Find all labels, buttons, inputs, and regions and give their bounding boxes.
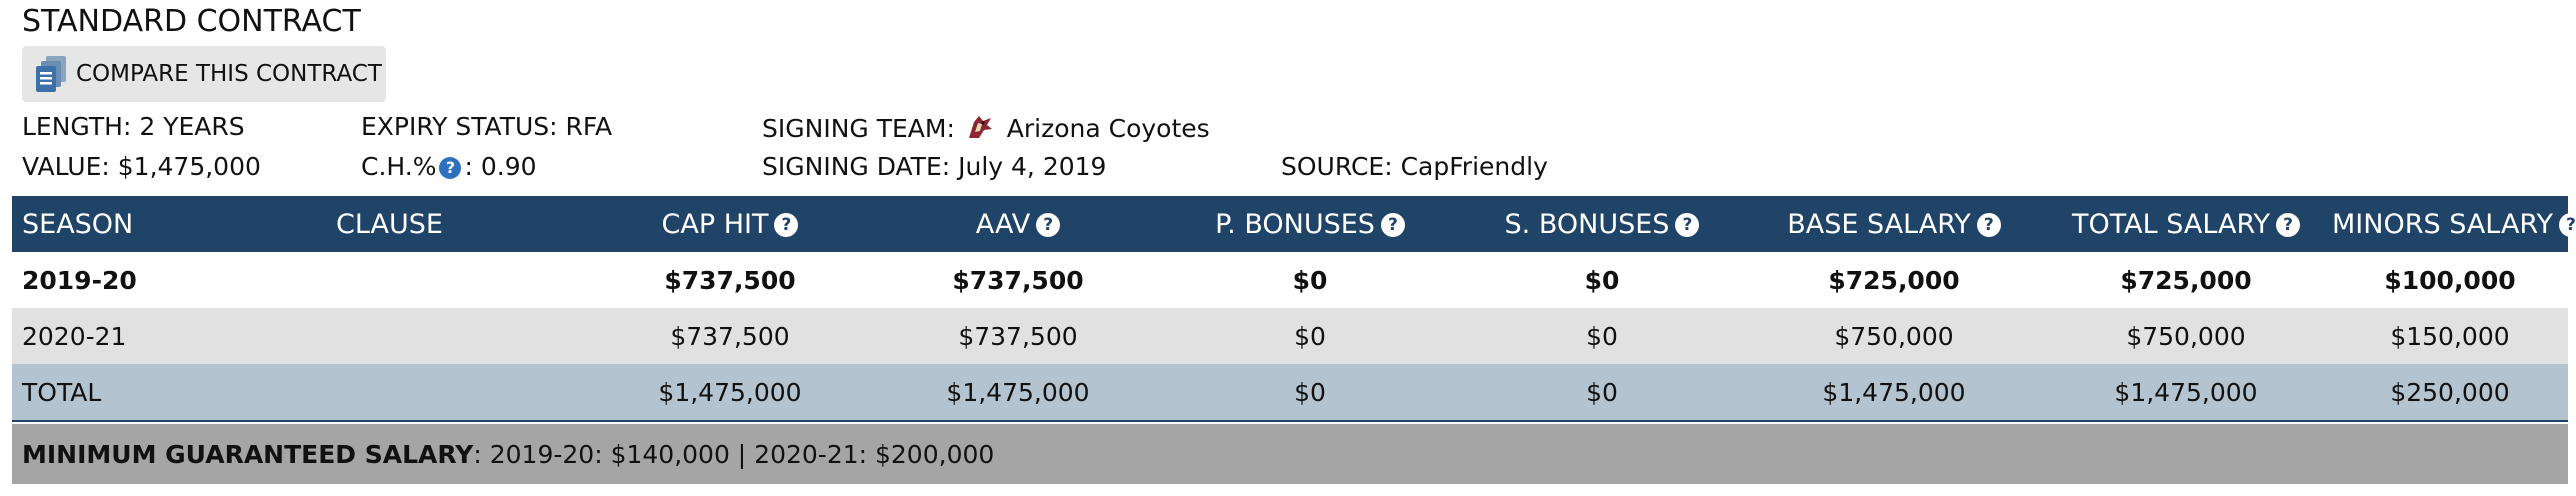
header-season: SEASON <box>12 196 326 252</box>
documents-icon <box>36 56 66 92</box>
contract-source: SOURCE: CapFriendly <box>1281 152 1548 181</box>
cell-minors-salary: $150,000 <box>2332 308 2568 364</box>
contract-length: LENGTH: 2 YEARS <box>22 112 245 141</box>
cap-hit-percent-value: : 0.90 <box>464 152 537 181</box>
table-row: 2020-21 $737,500 $737,500 $0 $0 $750,000… <box>12 308 2568 364</box>
cell-total-salary: $750,000 <box>2040 308 2332 364</box>
question-icon[interactable]: ? <box>439 157 462 179</box>
question-icon[interactable]: ? <box>1036 212 1061 237</box>
header-aav: AAV? <box>872 196 1164 252</box>
table-total-row: TOTAL $1,475,000 $1,475,000 $0 $0 $1,475… <box>12 364 2568 422</box>
cell-p-bonuses: $0 <box>1164 308 1456 364</box>
cell-minors-salary: $250,000 <box>2332 364 2568 422</box>
cell-season: 2019-20 <box>12 252 326 308</box>
cell-cap-hit: $737,500 <box>588 252 872 308</box>
question-icon[interactable]: ? <box>1675 212 1700 237</box>
question-icon[interactable]: ? <box>774 212 799 237</box>
cell-season: TOTAL <box>12 364 326 422</box>
cap-hit-percent-label: C.H.% <box>361 152 437 181</box>
cell-s-bonuses: $0 <box>1456 308 1748 364</box>
mgs-label: MINIMUM GUARANTEED SALARY <box>22 439 474 469</box>
cell-clause <box>326 252 588 308</box>
header-total-salary: TOTAL SALARY? <box>2040 196 2332 252</box>
mgs-value: : 2019-20: $140,000 | 2020-21: $200,000 <box>473 439 995 469</box>
signing-team-name[interactable]: Arizona Coyotes <box>1006 114 1210 143</box>
cell-cap-hit: $1,475,000 <box>588 364 872 422</box>
header-s-bonuses: S. BONUSES? <box>1456 196 1748 252</box>
header-base-salary: BASE SALARY? <box>1748 196 2040 252</box>
cell-base-salary: $725,000 <box>1748 252 2040 308</box>
signing-team: SIGNING TEAM: Arizona Coyotes <box>762 112 1210 143</box>
header-clause: CLAUSE <box>326 196 588 252</box>
compare-contract-button[interactable]: COMPARE THIS CONTRACT <box>22 46 386 102</box>
coyotes-logo-icon <box>968 116 992 138</box>
compare-contract-label: COMPARE THIS CONTRACT <box>76 61 382 87</box>
question-icon[interactable]: ? <box>1380 212 1405 237</box>
question-icon[interactable]: ? <box>2276 212 2300 237</box>
cell-clause <box>326 308 588 364</box>
header-p-bonuses: P. BONUSES? <box>1164 196 1456 252</box>
cell-p-bonuses: $0 <box>1164 252 1456 308</box>
cell-base-salary: $1,475,000 <box>1748 364 2040 422</box>
signing-team-label: SIGNING TEAM: <box>762 114 955 143</box>
signing-date: SIGNING DATE: July 4, 2019 <box>762 152 1107 181</box>
cell-aav: $737,500 <box>872 252 1164 308</box>
cell-total-salary: $725,000 <box>2040 252 2332 308</box>
contract-value: VALUE: $1,475,000 <box>22 152 261 181</box>
cell-cap-hit: $737,500 <box>588 308 872 364</box>
expiry-status: EXPIRY STATUS: RFA <box>361 112 613 141</box>
table-header-row: SEASON CLAUSE CAP HIT? AAV? P. BONUSES? … <box>12 196 2576 252</box>
header-minors-salary: MINORS SALARY? <box>2332 196 2576 252</box>
minimum-guaranteed-salary: MINIMUM GUARANTEED SALARY: 2019-20: $140… <box>12 424 2568 484</box>
cap-hit-percent: C.H.%?: 0.90 <box>361 152 537 181</box>
cell-clause <box>326 364 588 422</box>
cell-aav: $1,475,000 <box>872 364 1164 422</box>
cell-base-salary: $750,000 <box>1748 308 2040 364</box>
cell-p-bonuses: $0 <box>1164 364 1456 422</box>
cell-s-bonuses: $0 <box>1456 364 1748 422</box>
cell-aav: $737,500 <box>872 308 1164 364</box>
question-icon[interactable]: ? <box>2558 212 2576 237</box>
cell-total-salary: $1,475,000 <box>2040 364 2332 422</box>
contract-table: SEASON CLAUSE CAP HIT? AAV? P. BONUSES? … <box>12 196 2576 422</box>
contract-title: STANDARD CONTRACT <box>22 4 361 39</box>
cell-s-bonuses: $0 <box>1456 252 1748 308</box>
header-cap-hit: CAP HIT? <box>588 196 872 252</box>
cell-season: 2020-21 <box>12 308 326 364</box>
question-icon[interactable]: ? <box>1976 212 2001 237</box>
cell-minors-salary: $100,000 <box>2332 252 2568 308</box>
table-row: 2019-20 $737,500 $737,500 $0 $0 $725,000… <box>12 252 2568 308</box>
